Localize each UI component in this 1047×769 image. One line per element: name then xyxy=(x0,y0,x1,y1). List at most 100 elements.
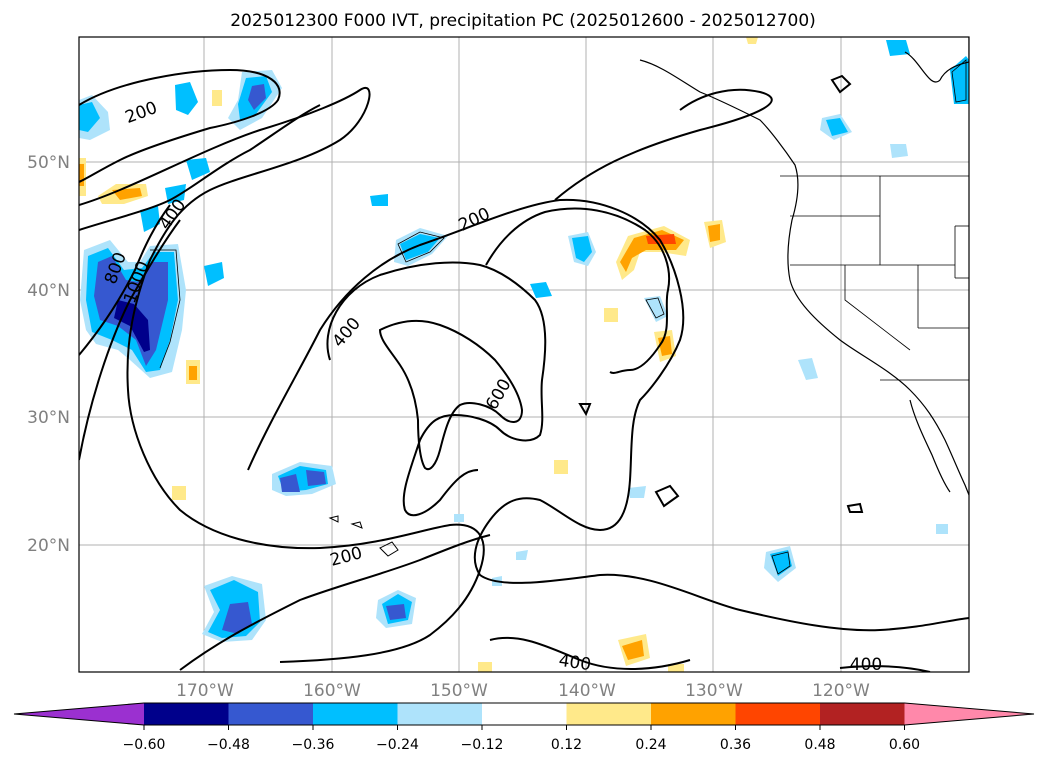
contour-400-west xyxy=(79,219,181,461)
colorbar-segment xyxy=(820,703,905,725)
precip-patch-nw-6 xyxy=(140,206,160,232)
colorbar-segment xyxy=(228,703,313,725)
lat-label-30: 30°N xyxy=(27,408,70,428)
colorbar-extend-right xyxy=(904,703,1034,725)
contour-200-ne xyxy=(485,207,671,374)
colorbar-tick-label: 0.60 xyxy=(889,737,920,753)
precip-patch-sw-1-core xyxy=(222,602,252,634)
precip-patch-small-1 xyxy=(628,486,646,498)
colorbar-extend-left xyxy=(14,703,144,725)
colorbar-tick-label: 0.24 xyxy=(635,737,666,753)
colorbar-segment xyxy=(397,703,482,725)
colorbar-segment xyxy=(313,703,398,725)
precip-pos-south-3 xyxy=(478,662,492,672)
colorbar-segment xyxy=(144,703,229,725)
precip-pos-nw-2 xyxy=(212,90,222,106)
precip-patch-small-3 xyxy=(516,550,528,560)
precip-pos-west-core xyxy=(189,366,197,380)
contour-800 xyxy=(79,204,171,356)
precip-pos-small-1 xyxy=(604,308,618,322)
colorbar-tick-label: −0.36 xyxy=(292,737,335,753)
coastline xyxy=(639,37,969,496)
colorbar-tick-labels: −0.60 −0.48 −0.36 −0.24 −0.12 0.12 0.24 … xyxy=(123,737,921,753)
islands xyxy=(328,515,399,557)
precip-patch-nw-4 xyxy=(186,158,210,180)
precip-patch-se-2 xyxy=(798,358,818,380)
precip-outline-5 xyxy=(150,249,181,369)
precip-pos-north xyxy=(746,37,758,44)
colorbar-tick-label: 0.36 xyxy=(720,737,751,753)
coastline-main xyxy=(639,59,969,496)
colorbar-tick-label: 0.48 xyxy=(804,737,835,753)
borders xyxy=(780,175,969,381)
map-panel xyxy=(78,36,970,673)
colorbar: −0.60 −0.48 −0.36 −0.24 −0.12 0.12 0.24 … xyxy=(13,702,1035,753)
contour-200-nw-a xyxy=(79,68,281,183)
contour-400-nw xyxy=(79,104,321,231)
lon-labels: 170°W 160°W 150°W 140°W 130°W 120°W xyxy=(176,681,870,701)
precip-patch-sw-2-core xyxy=(386,604,406,620)
precip-patch-ne-7 xyxy=(890,144,908,158)
lon-label-140: 140°W xyxy=(558,681,616,701)
precip-patch-small-5 xyxy=(936,524,948,534)
contour-600-center xyxy=(378,319,524,470)
map-frame xyxy=(78,36,970,673)
precip-patch-ne-2 xyxy=(530,282,552,298)
contour-200-south xyxy=(179,534,491,671)
precip-patch-small-4 xyxy=(454,514,464,522)
colorbar-tick-label: 0.12 xyxy=(551,737,582,753)
precip-outline-3 xyxy=(645,297,665,319)
precip-shading xyxy=(79,37,969,672)
lat-labels: 50°N 40°N 30°N 20°N xyxy=(27,153,70,556)
precip-patch-center-2 xyxy=(370,194,388,206)
map-title: 2025012300 F000 IVT, precipitation PC (2… xyxy=(230,11,816,31)
contour-label-400-south: 400 xyxy=(557,651,592,675)
precip-pos-south-core xyxy=(622,640,644,660)
precip-pos-ne-2-core xyxy=(708,224,720,242)
precip-pos-sw xyxy=(172,486,186,500)
precip-patch-center-3-core xyxy=(280,474,300,492)
contour-small-center xyxy=(578,403,592,417)
coastline-north xyxy=(904,37,969,83)
precip-patch-ne-3 xyxy=(644,296,668,322)
contour-small-ne xyxy=(830,74,852,94)
lon-label-120: 120°W xyxy=(812,681,870,701)
lon-label-170: 170°W xyxy=(176,681,234,701)
precip-patch-center-3-core2 xyxy=(306,470,326,486)
precip-patch-se-1-core xyxy=(770,550,792,576)
contour-400-south xyxy=(489,636,691,670)
lat-label-40: 40°N xyxy=(27,281,70,301)
precip-patch-ne-5 xyxy=(886,40,910,56)
colorbar-segment xyxy=(566,703,651,725)
contour-label-400-se: 400 xyxy=(850,655,882,675)
lon-label-130: 130°W xyxy=(685,681,743,701)
contour-small-se-2 xyxy=(846,502,864,513)
ivt-contours xyxy=(79,68,969,672)
colorbar-segment xyxy=(735,703,820,725)
colorbar-tick-label: −0.12 xyxy=(461,737,504,753)
coastline-baja xyxy=(909,399,951,493)
colorbar-segment xyxy=(482,703,567,725)
contour-400-se xyxy=(839,665,931,672)
precip-patch-nw-2 xyxy=(175,82,198,115)
contour-400-center xyxy=(326,261,547,517)
precip-patch-ne-1-core xyxy=(572,236,592,262)
border-ca-nv xyxy=(844,265,911,351)
precip-patch-nw-1-core xyxy=(79,102,100,132)
lat-label-20: 20°N xyxy=(27,536,70,556)
island-oahu xyxy=(328,515,339,523)
lon-label-160: 160°W xyxy=(303,681,361,701)
colorbar-ticks xyxy=(143,725,905,730)
contour-small-se xyxy=(654,484,680,508)
precip-outline-1 xyxy=(397,231,445,263)
contour-200-north xyxy=(554,88,773,201)
precip-patch-west-small xyxy=(204,262,224,286)
precip-patch-ne-4-core xyxy=(826,118,848,136)
precip-outline-2 xyxy=(771,551,791,575)
colorbar-tick-label: −0.60 xyxy=(123,737,166,753)
island-maui xyxy=(350,521,363,529)
precip-pos-small-2 xyxy=(554,460,568,474)
colorbar-segment xyxy=(651,703,736,725)
island-hawaii xyxy=(379,541,399,557)
